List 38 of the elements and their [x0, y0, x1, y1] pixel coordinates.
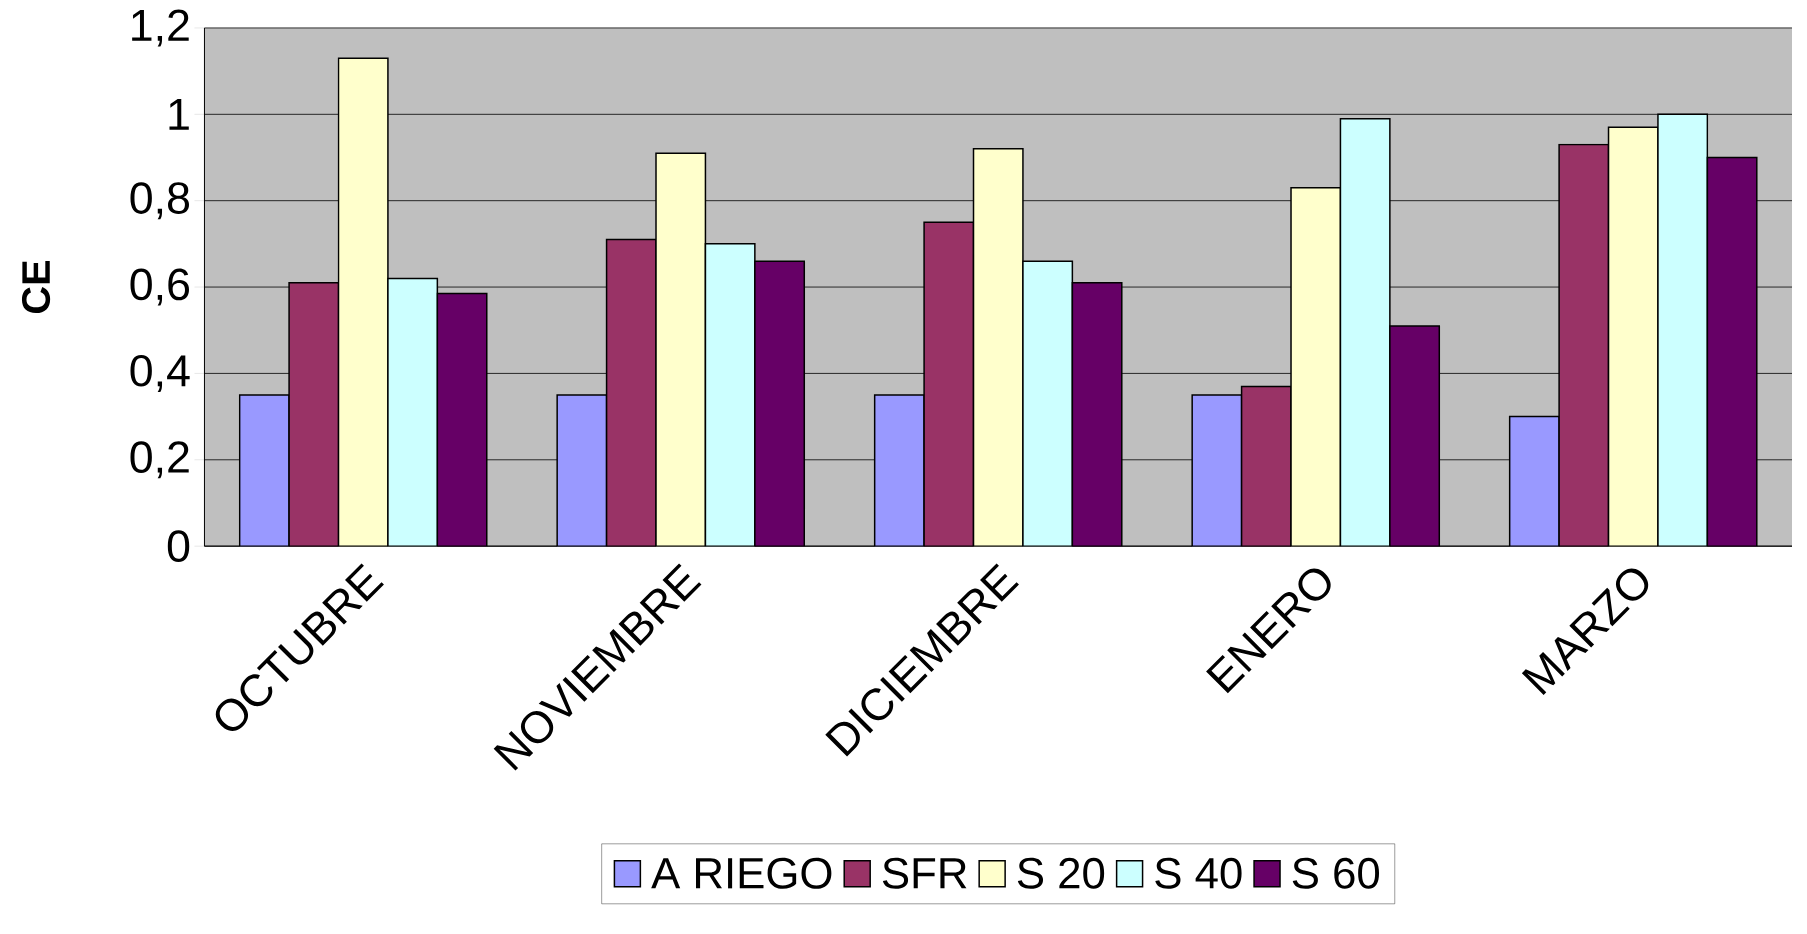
- y-tick-label: 0: [167, 530, 190, 563]
- bar: [1389, 326, 1440, 547]
- bar: [557, 395, 607, 547]
- bar: [1291, 187, 1341, 547]
- legend-label: SFR: [882, 858, 967, 889]
- y-tick-label: 0,8: [130, 182, 190, 220]
- bar: [656, 153, 706, 547]
- legend-label: S 40: [1155, 858, 1242, 889]
- y-tick-label: 0,2: [130, 441, 189, 479]
- y-tick-label: 1,2: [132, 9, 189, 47]
- bar: [239, 395, 290, 547]
- bar: [1558, 144, 1610, 547]
- legend-label: S 60: [1292, 858, 1380, 889]
- bar: [338, 58, 388, 547]
- bar: [606, 239, 657, 547]
- bar: [874, 395, 925, 547]
- bar: [289, 282, 339, 547]
- bar: [924, 222, 974, 547]
- bar: [1192, 395, 1242, 547]
- bar: [437, 293, 487, 547]
- y-tick-label: 1: [169, 99, 189, 130]
- bar: [973, 149, 1023, 547]
- y-axis-title: CE: [21, 261, 51, 314]
- legend-label: A RIEGO: [651, 858, 832, 889]
- bar: [387, 278, 438, 547]
- bar: [1072, 282, 1122, 547]
- bar: [705, 244, 755, 547]
- bar: [1340, 118, 1390, 547]
- bar: [1022, 261, 1073, 547]
- bar: [1508, 416, 1560, 547]
- bar: [1706, 156, 1758, 547]
- bar: [1657, 113, 1709, 547]
- bar: [754, 261, 805, 547]
- legend-label: S 20: [1017, 858, 1105, 889]
- bar: [1241, 386, 1292, 547]
- bar: [1607, 126, 1659, 547]
- y-tick-label: 0,4: [130, 355, 190, 393]
- y-tick-label: 0,6: [130, 268, 189, 306]
